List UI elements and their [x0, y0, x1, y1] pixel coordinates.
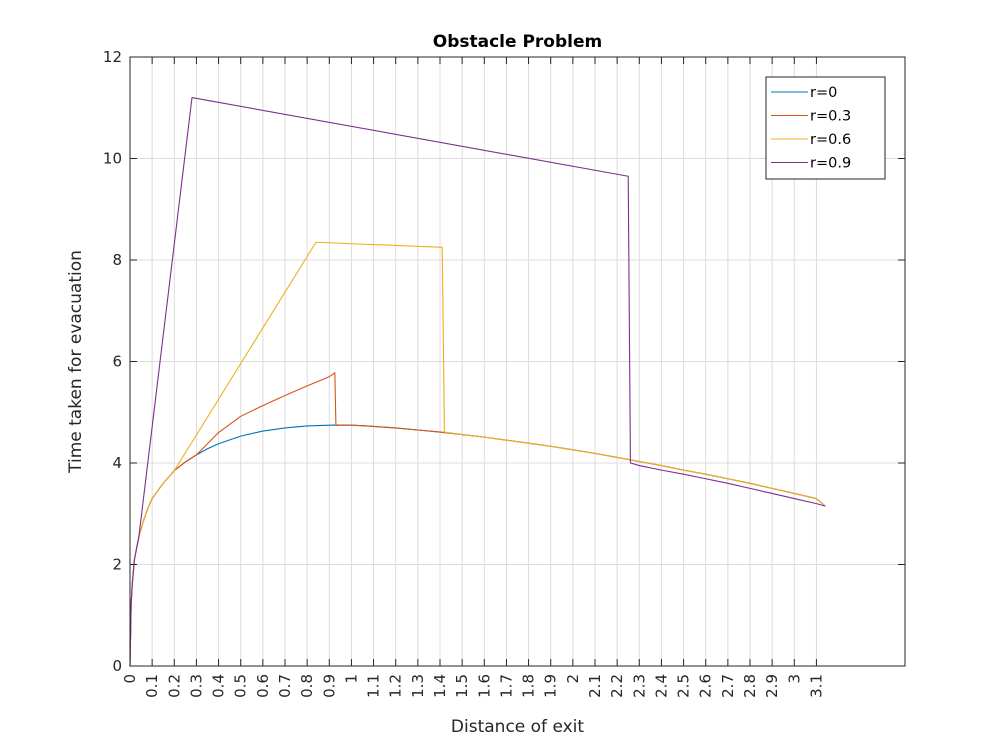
- x-tick-label: 0.7: [276, 674, 294, 698]
- x-tick-label: 2.7: [719, 674, 737, 698]
- series-line-2: [129, 241, 826, 667]
- legend-label-3: r=0.9: [810, 156, 851, 172]
- y-tick-label: 6: [112, 353, 122, 371]
- x-tick-label: 1.9: [542, 674, 560, 698]
- x-tick-label: 2.2: [608, 674, 626, 698]
- y-tick-label: 12: [103, 48, 122, 66]
- x-tick-label: 2: [564, 674, 582, 684]
- x-tick-label: 1.4: [431, 674, 449, 698]
- x-axis-label: Distance of exit: [451, 717, 584, 737]
- legend: r=0 r=0.3 r=0.6 r=0.9: [765, 76, 886, 180]
- x-tick-label: 1.3: [409, 674, 427, 698]
- x-tick-label: 2.3: [630, 674, 648, 698]
- x-tick-label: 0.8: [298, 674, 316, 698]
- x-tick-label: 0.5: [232, 674, 250, 698]
- y-tick-label: 2: [112, 556, 122, 574]
- x-tick-label: 2.8: [741, 674, 759, 698]
- y-axis-label: Time taken for evacuation: [66, 250, 86, 474]
- ticks: 0 0.1 0.2 0.3 0.4 0.5 0.6 0.7 0.8 0.9 1 1.1 1.2 1.3 1.…: [103, 48, 905, 698]
- chart-title: Obstacle Problem: [433, 32, 602, 52]
- y-tick-label: 0: [112, 657, 122, 675]
- series-group: [129, 97, 826, 667]
- x-tick-label: 1.7: [497, 674, 515, 698]
- y-tick-label: 8: [112, 251, 122, 269]
- x-tick-label: 0.4: [210, 674, 228, 698]
- x-tick-label: 2.5: [675, 674, 693, 698]
- x-tick-label: 0.9: [320, 674, 338, 698]
- legend-label-1: r=0.3: [810, 109, 851, 125]
- legend-label-2: r=0.6: [810, 132, 851, 148]
- x-tick-label: 0.6: [254, 674, 272, 698]
- x-tick-label: 1.2: [387, 674, 405, 698]
- x-tick-label: 0.2: [165, 674, 183, 698]
- series-line-3: [129, 97, 826, 667]
- x-tick-label: 3: [785, 674, 803, 684]
- x-tick-label: 1.1: [365, 674, 383, 698]
- x-tick-label: 1.6: [475, 674, 493, 698]
- grid: [129, 56, 905, 667]
- x-tick-label: 1.5: [453, 674, 471, 698]
- y-tick-label: 4: [112, 454, 122, 472]
- x-tick-label: 2.9: [763, 674, 781, 698]
- x-tick-label: 0: [121, 674, 139, 684]
- x-tick-label: 0.1: [143, 674, 161, 698]
- x-tick-label: 3.1: [807, 674, 825, 698]
- x-tick-label: 0.3: [187, 674, 205, 698]
- x-tick-label: 1: [342, 674, 360, 684]
- x-tick-label: 1.8: [520, 674, 538, 698]
- x-tick-label: 2.6: [697, 674, 715, 698]
- x-tick-label: 2.1: [586, 674, 604, 698]
- legend-label-0: r=0: [810, 85, 837, 101]
- x-tick-label: 2.4: [652, 674, 670, 698]
- y-tick-label: 10: [103, 150, 122, 168]
